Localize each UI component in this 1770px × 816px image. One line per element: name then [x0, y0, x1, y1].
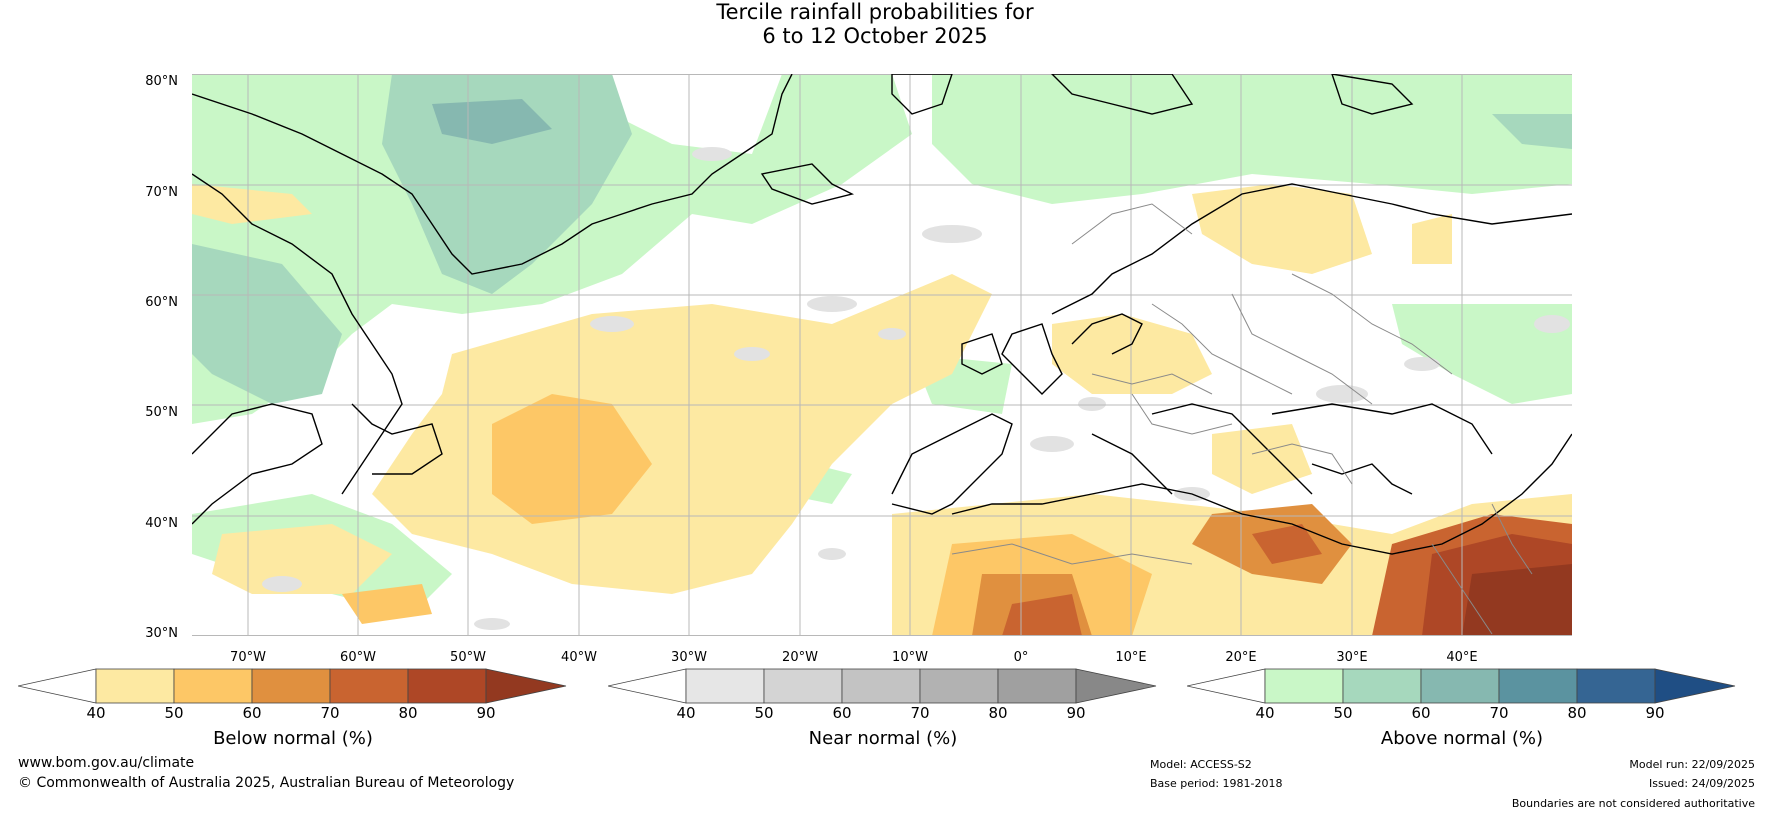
below-normal-swatch-1: [95, 668, 175, 704]
colorbar-tick: 40: [86, 704, 106, 722]
above-normal-colorbar: [1187, 668, 1736, 704]
model-run: Model run: 22/09/2025: [1629, 758, 1755, 771]
below-normal-swatch-6: [485, 668, 567, 704]
above-normal-swatch-0: [1187, 668, 1266, 704]
disclaimer: Boundaries are not considered authoritat…: [1511, 797, 1755, 810]
copyright: © Commonwealth of Australia 2025, Austra…: [18, 775, 515, 791]
lon-label-10e: 10°E: [1115, 650, 1147, 665]
below-normal-swatch-0: [18, 668, 97, 704]
colorbar-tick: 50: [754, 704, 774, 722]
lon-label-60w: 60°W: [340, 650, 376, 665]
bom-url[interactable]: www.bom.gov.au/climate: [18, 755, 195, 771]
country-borders: [951, 203, 1533, 635]
colorbar-tick: 60: [242, 704, 262, 722]
colorbar-tick: 40: [676, 704, 696, 722]
lon-label-0: 0°: [1013, 650, 1029, 665]
colorbar-tick: 40: [1255, 704, 1275, 722]
lon-label-70w: 70°W: [230, 650, 266, 665]
colorbar-tick: 90: [476, 704, 496, 722]
map-title: Tercile rainfall probabilities for 6 to …: [0, 0, 1750, 48]
above-normal-swatch-1: [1264, 668, 1344, 704]
lat-label-80n: 80°N: [145, 74, 178, 89]
lat-label-60n: 60°N: [145, 295, 178, 310]
lon-label-10w: 10°W: [892, 650, 928, 665]
lon-label-30w: 30°W: [671, 650, 707, 665]
near-normal-swatch-6: [1075, 668, 1157, 704]
lon-label-40e: 40°E: [1446, 650, 1478, 665]
model-name: Model: ACCESS-S2: [1150, 758, 1252, 771]
below-normal-swatch-2: [173, 668, 253, 704]
near-normal-swatch-5: [997, 668, 1077, 704]
colorbar-tick: 60: [832, 704, 852, 722]
above-normal-swatch-2: [1342, 668, 1422, 704]
below-normal-swatch-5: [407, 668, 487, 704]
colorbar-tick: 70: [320, 704, 340, 722]
near-normal-swatch-0: [608, 668, 687, 704]
lon-label-40w: 40°W: [561, 650, 597, 665]
colorbar-tick: 80: [398, 704, 418, 722]
colorbar-tick: 80: [1567, 704, 1587, 722]
coastlines: [192, 74, 1572, 555]
lon-label-20w: 20°W: [782, 650, 818, 665]
base-period: Base period: 1981-2018: [1150, 777, 1283, 790]
colorbar-tick: 70: [910, 704, 930, 722]
above-normal-swatch-4: [1498, 668, 1578, 704]
lat-label-30n: 30°N: [145, 626, 178, 641]
colorbar-tick: 80: [988, 704, 1008, 722]
colorbar-tick: 90: [1066, 704, 1086, 722]
above-normal-swatch-3: [1420, 668, 1500, 704]
colorbar-tick: 50: [1333, 704, 1353, 722]
above-normal-swatch-5: [1576, 668, 1656, 704]
above-normal-label: Above normal (%): [1380, 728, 1544, 749]
below-normal-colorbar: [18, 668, 567, 704]
lat-label-70n: 70°N: [145, 185, 178, 200]
colorbar-tick: 60: [1411, 704, 1431, 722]
below-normal-swatch-4: [329, 668, 409, 704]
lat-label-50n: 50°N: [145, 405, 178, 420]
above-normal-swatch-6: [1654, 668, 1736, 704]
forecast-map: [192, 74, 1572, 636]
near-normal-swatch-1: [685, 668, 765, 704]
near-normal-swatch-2: [763, 668, 843, 704]
colorbar-tick: 70: [1489, 704, 1509, 722]
lon-label-20e: 20°E: [1225, 650, 1257, 665]
near-normal-label: Near normal (%): [808, 728, 958, 749]
title-line-2: 6 to 12 October 2025: [762, 24, 988, 48]
colorbar-tick: 90: [1645, 704, 1665, 722]
issued-date: Issued: 24/09/2025: [1648, 777, 1755, 790]
colorbar-tick: 50: [164, 704, 184, 722]
lat-label-40n: 40°N: [145, 516, 178, 531]
below-normal-swatch-3: [251, 668, 331, 704]
near-normal-swatch-4: [919, 668, 999, 704]
lon-label-30e: 30°E: [1336, 650, 1368, 665]
title-line-1: Tercile rainfall probabilities for: [716, 0, 1034, 24]
near-normal-swatch-3: [841, 668, 921, 704]
below-normal-label: Below normal (%): [213, 728, 373, 749]
map-canvas: [192, 74, 1572, 636]
near-normal-colorbar: [608, 668, 1157, 704]
lon-label-50w: 50°W: [450, 650, 486, 665]
